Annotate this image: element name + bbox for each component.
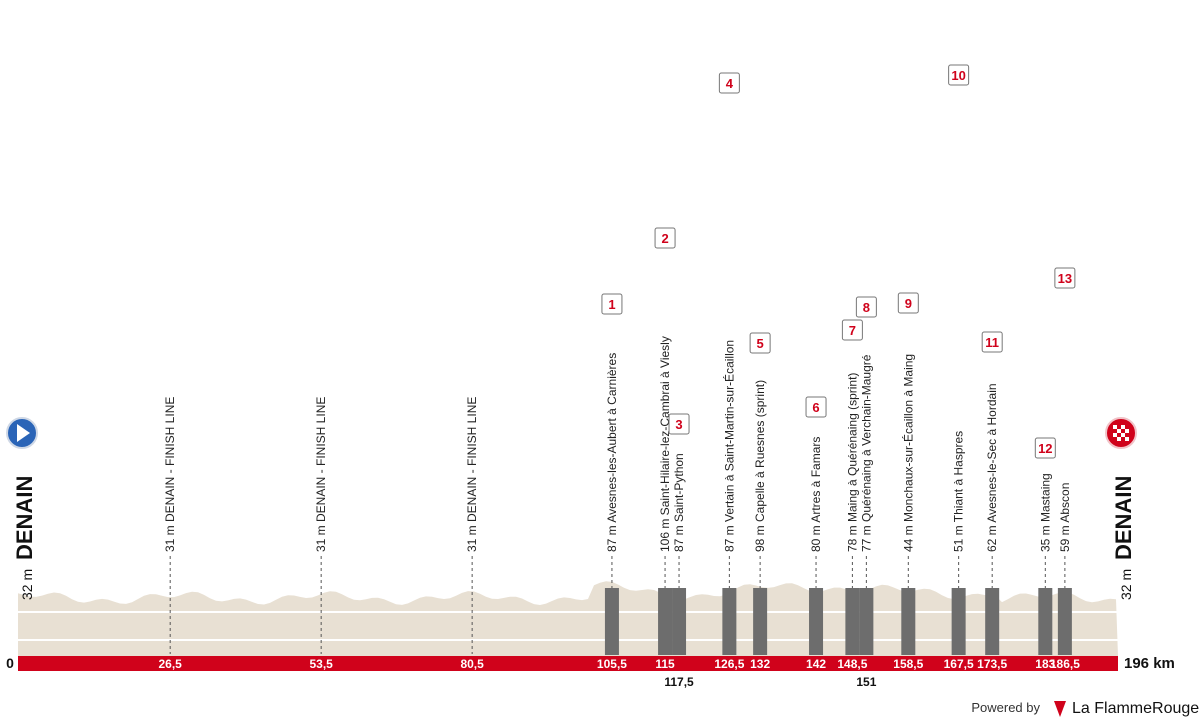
sector-number: 4 [726,76,734,91]
cobble-sector [845,588,860,655]
sector-number: 5 [757,336,764,351]
sector-number: 2 [661,231,668,246]
sector-badge [948,64,970,86]
cobble-sector [1057,588,1072,655]
km-label: 80,5 [460,657,484,671]
km-label: 132 [750,657,770,671]
finish-icon [1105,417,1137,449]
sector-badge [668,413,690,435]
sector-number: 9 [905,296,912,311]
marker-label: 106 m Saint-Hilaire-lez-Cambrai à Viesly [658,336,672,552]
brand: La FlammeRouge [1072,700,1199,717]
km-label: 158,5 [893,657,923,671]
marker-label: 51 m Thiant à Haspres [952,431,966,552]
sector-badge [897,292,919,314]
start-label: 32 m DENAIN [12,476,37,600]
sector-badge [855,296,877,318]
cobble-sector [753,588,768,655]
km-label: 26,5 [159,657,183,671]
cobble-sector [951,588,966,655]
km-label: 148,5 [837,657,867,671]
marker-label: 31 m DENAIN - FINISH LINE [465,397,479,552]
cobble-sector [1038,588,1053,655]
km-label: 142 [806,657,826,671]
start-altitude: 32 m [19,569,35,600]
km-label: 186,5 [1050,657,1080,671]
marker-label: 87 m Saint-Python [672,453,686,552]
origin-label: 0 [6,655,14,671]
sector-number: 8 [863,300,870,315]
finish-altitude: 32 m [1118,569,1134,600]
cobble-sector [658,588,673,655]
sector-badge [805,396,827,418]
marker-label: 31 m DENAIN - FINISH LINE [314,397,328,552]
marker-label: 44 m Monchaux-sur-Écaillon à Maing [900,354,915,552]
sector-badge [718,72,740,94]
sector-badge [981,331,1003,353]
marker-label: 35 m Mastaing [1038,473,1052,552]
finish-label: 32 m DENAIN [1111,476,1136,600]
cobble-sector [809,588,824,655]
cobble-sector [859,588,874,655]
cobble-sector [985,588,1000,655]
start-icon [6,417,38,449]
marker-label: 77 m Quérénaing à Verchain-Maugré [859,354,873,552]
terrain [18,581,1118,656]
sector-number: 1 [608,297,615,312]
marker-label: 80 m Artres à Famars [809,437,823,552]
marker-label: 31 m DENAIN - FINISH LINE [163,397,177,552]
finish-name: DENAIN [1111,476,1136,560]
sector-number: 3 [675,417,682,432]
sector-badge [1034,437,1056,459]
sector-number: 10 [951,68,965,83]
km-label: 117,5 [664,675,694,689]
km-label: 167,5 [944,657,974,671]
sector-badge [749,332,771,354]
km-label: 115 [655,657,675,671]
sector-number: 6 [812,400,819,415]
sector-badge [1054,267,1076,289]
sector-number: 11 [985,335,999,350]
start-name: DENAIN [12,476,37,560]
cobble-sector [901,588,916,655]
sector-number: 13 [1058,271,1072,286]
km-label: 53,5 [309,657,333,671]
powered-by: Powered by [971,700,1040,715]
marker-label: 59 m Abscon [1058,483,1072,552]
km-bar [18,656,1118,671]
km-label: 105,5 [597,657,627,671]
km-label: 126,5 [714,657,744,671]
km-label: 151 [856,675,876,689]
marker-label: 98 m Capelle à Ruesnes (sprint) [753,380,767,552]
sector-badge [841,319,863,341]
marker-label: 78 m Maing à Quérénaing (sprint) [845,373,859,552]
cobble-sector [604,588,619,655]
km-label: 173,5 [977,657,1007,671]
km-label: 183 [1035,657,1055,671]
sector-number: 7 [849,323,856,338]
sector-badge [654,227,676,249]
total-label: 196 km [1124,655,1175,672]
cobble-sector [722,588,737,655]
cobble-sector [672,588,687,655]
sector-number: 12 [1038,441,1052,456]
marker-label: 87 m Vertain à Saint-Martin-sur-Écaillon [721,340,736,552]
brand-logo [1054,701,1066,717]
sector-badge [601,293,623,315]
marker-label: 87 m Avesnes-les-Aubert à Carnières [605,353,619,552]
marker-label: 62 m Avesnes-le-Sec à Hordain [985,383,999,552]
